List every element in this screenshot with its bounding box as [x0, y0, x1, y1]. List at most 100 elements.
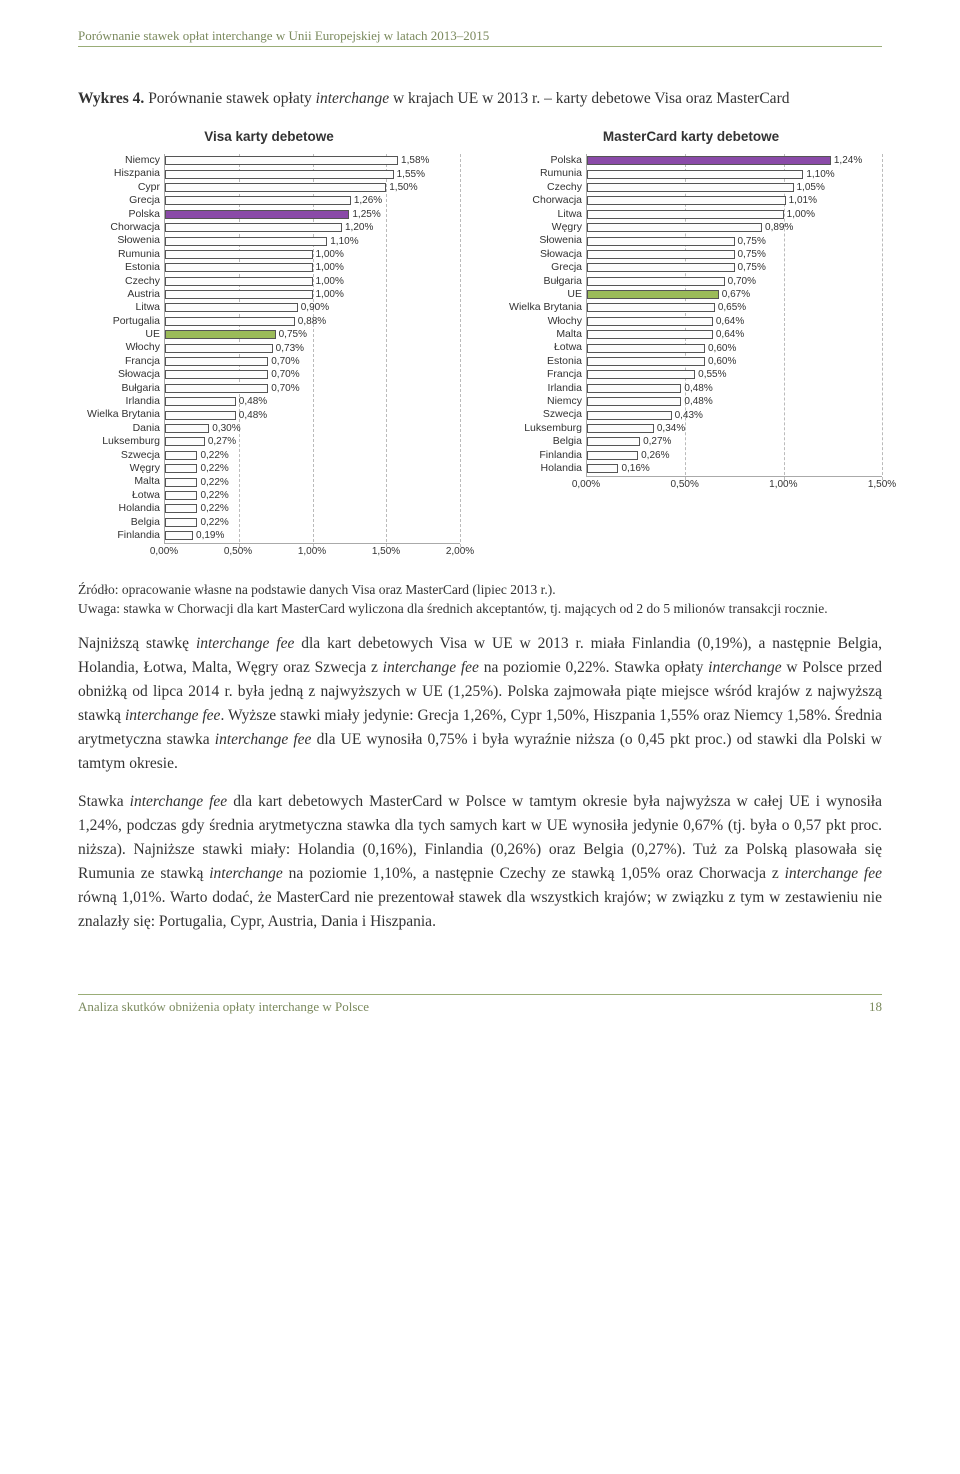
bar	[587, 183, 794, 192]
x-tick: 0,00%	[572, 479, 600, 490]
bar-row: 1,24%	[587, 154, 882, 167]
bar-value: 1,55%	[397, 169, 425, 180]
x-tick: 1,50%	[372, 546, 400, 557]
y-label: Czechy	[500, 181, 582, 194]
y-label: Wielka Brytania	[78, 408, 160, 421]
x-tick: 0,50%	[670, 479, 698, 490]
bar	[165, 303, 298, 312]
y-label: Włochy	[500, 315, 582, 328]
bar-value: 0,89%	[765, 222, 793, 233]
bar	[587, 397, 681, 406]
bar-row: 0,22%	[165, 462, 460, 475]
bar-row: 0,34%	[587, 422, 882, 435]
y-label: UE	[78, 328, 160, 341]
chart-mc-plot: PolskaRumuniaCzechyChorwacjaLitwaWęgrySł…	[500, 154, 882, 493]
bar-value: 0,75%	[738, 249, 766, 260]
bar-highlight	[587, 156, 831, 165]
paragraph-2: Stawka interchange fee dla kart debetowy…	[78, 790, 882, 934]
chart-visa-plot-area: 1,58%1,55%1,50%1,26%1,25%1,20%1,10%1,00%…	[164, 154, 460, 544]
bar	[587, 370, 695, 379]
y-label: Estonia	[78, 261, 160, 274]
y-label: Polska	[500, 154, 582, 167]
figure-title-italic: interchange	[316, 90, 389, 107]
bar-row: 0,27%	[587, 435, 882, 448]
bar	[587, 330, 713, 339]
x-tick: 2,00%	[446, 546, 474, 557]
y-label: Polska	[78, 208, 160, 221]
bar-value: 1,00%	[316, 262, 344, 273]
bar-row: 0,64%	[587, 328, 882, 341]
bar-value: 0,22%	[200, 463, 228, 474]
bar-row: 0,48%	[587, 395, 882, 408]
bar	[587, 357, 705, 366]
bar-row: 0,16%	[587, 462, 882, 475]
bar-value: 0,70%	[271, 356, 299, 367]
x-tick: 0,50%	[224, 546, 252, 557]
y-label: Finlandia	[500, 449, 582, 462]
bar-row: 0,70%	[165, 382, 460, 395]
bar-value: 0,30%	[212, 423, 240, 434]
bar-value: 0,22%	[200, 477, 228, 488]
bar	[165, 170, 394, 179]
y-label: Austria	[78, 288, 160, 301]
bar-ue	[587, 290, 719, 299]
bar-value: 0,27%	[208, 436, 236, 447]
bar-row: 1,25%	[165, 208, 460, 221]
bar-value: 1,10%	[806, 169, 834, 180]
y-label: Słowenia	[78, 234, 160, 247]
bar-value: 0,60%	[708, 356, 736, 367]
bar-value: 0,16%	[621, 463, 649, 474]
bar	[587, 344, 705, 353]
bar-row: 0,73%	[165, 341, 460, 354]
bar-value: 0,65%	[718, 302, 746, 313]
x-tick: 1,50%	[868, 479, 896, 490]
bar-value: 0,48%	[239, 396, 267, 407]
bar-value: 0,70%	[271, 369, 299, 380]
bar-row: 0,43%	[587, 408, 882, 421]
bar	[165, 237, 327, 246]
y-label: Rumunia	[78, 248, 160, 261]
paragraph-1: Najniższą stawkę interchange fee dla kar…	[78, 632, 882, 776]
bar-value: 1,25%	[352, 209, 380, 220]
bar-ue	[165, 330, 276, 339]
bar-value: 0,60%	[708, 343, 736, 354]
bar	[165, 290, 313, 299]
bar	[165, 277, 313, 286]
bar-row: 0,88%	[165, 315, 460, 328]
bar	[165, 531, 193, 540]
bar-value: 0,34%	[657, 423, 685, 434]
bar	[165, 183, 386, 192]
bar-value: 0,90%	[301, 302, 329, 313]
bar-value: 1,00%	[316, 276, 344, 287]
bar-value: 0,22%	[200, 503, 228, 514]
chart-visa-title: Visa karty debetowe	[78, 129, 460, 144]
bar-row: 1,10%	[587, 167, 882, 180]
y-label: Finlandia	[78, 529, 160, 542]
bar	[587, 263, 735, 272]
bar-row: 0,22%	[165, 489, 460, 502]
x-tick: 0,00%	[150, 546, 178, 557]
bar-value: 1,00%	[316, 289, 344, 300]
bar-row: 0,19%	[165, 529, 460, 542]
bar-value: 0,43%	[675, 410, 703, 421]
bar-value: 0,70%	[728, 276, 756, 287]
bar-row: 0,22%	[165, 449, 460, 462]
y-label: Słowacja	[78, 368, 160, 381]
bar-row: 0,60%	[587, 341, 882, 354]
y-label: Holandia	[78, 502, 160, 515]
y-label: Luksemburg	[78, 435, 160, 448]
y-label: Chorwacja	[500, 194, 582, 207]
bar-row: 0,48%	[165, 408, 460, 421]
bar-row: 0,75%	[587, 234, 882, 247]
bar-value: 0,64%	[716, 316, 744, 327]
y-label: Irlandia	[500, 382, 582, 395]
bar-row: 0,22%	[165, 516, 460, 529]
bar-row: 0,70%	[587, 275, 882, 288]
bar	[587, 411, 672, 420]
bar	[165, 250, 313, 259]
bar	[587, 437, 640, 446]
bar-value: 0,19%	[196, 530, 224, 541]
y-label: Rumunia	[500, 167, 582, 180]
y-label: Grecja	[78, 194, 160, 207]
bar	[165, 397, 236, 406]
